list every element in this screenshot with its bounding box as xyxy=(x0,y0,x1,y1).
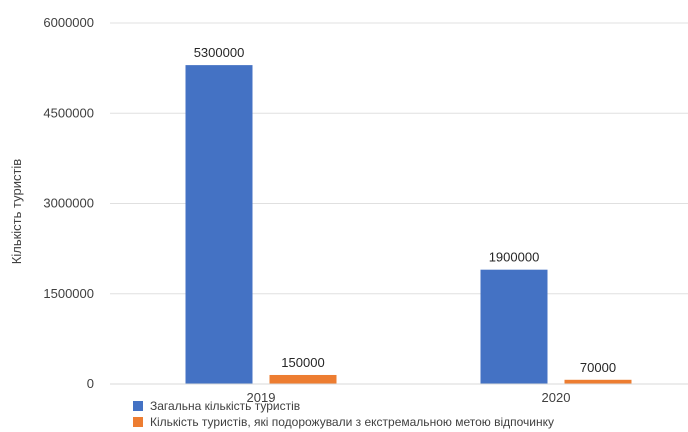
legend: Загальна кількість туристів Кількість тур… xyxy=(133,399,554,429)
data-label: 1900000 xyxy=(489,250,540,265)
y-axis-tick-labels: 0 1500000 3000000 4500000 6000000 xyxy=(43,15,94,391)
x-axis-tick-labels: 2019 2020 xyxy=(247,390,571,405)
y-tick-label: 1500000 xyxy=(43,286,94,301)
bar-2020-series-2 xyxy=(564,379,632,384)
legend-swatch-series-1 xyxy=(133,401,143,411)
x-tick-label: 2019 xyxy=(247,390,276,405)
x-tick-label: 2020 xyxy=(542,390,571,405)
data-label: 5300000 xyxy=(194,45,245,60)
bar-2020-series-1 xyxy=(480,269,548,384)
data-labels: 5300000 150000 1900000 70000 xyxy=(194,45,616,375)
y-tick-label: 3000000 xyxy=(43,196,94,211)
data-label: 70000 xyxy=(580,360,616,375)
legend-label-series-2: Кількість туристів, які подорожували з е… xyxy=(150,415,554,429)
y-tick-label: 4500000 xyxy=(43,105,94,120)
bar-2019-series-2 xyxy=(269,374,337,384)
y-tick-label: 0 xyxy=(87,376,94,391)
bar-2019-series-1 xyxy=(185,65,253,384)
legend-label-series-1: Загальна кількість туристів xyxy=(150,399,300,413)
bars xyxy=(185,65,632,384)
data-label: 150000 xyxy=(281,355,324,370)
y-tick-label: 6000000 xyxy=(43,15,94,30)
legend-swatch-series-2 xyxy=(133,417,143,427)
y-axis-title: Кількість туристів xyxy=(9,159,24,265)
